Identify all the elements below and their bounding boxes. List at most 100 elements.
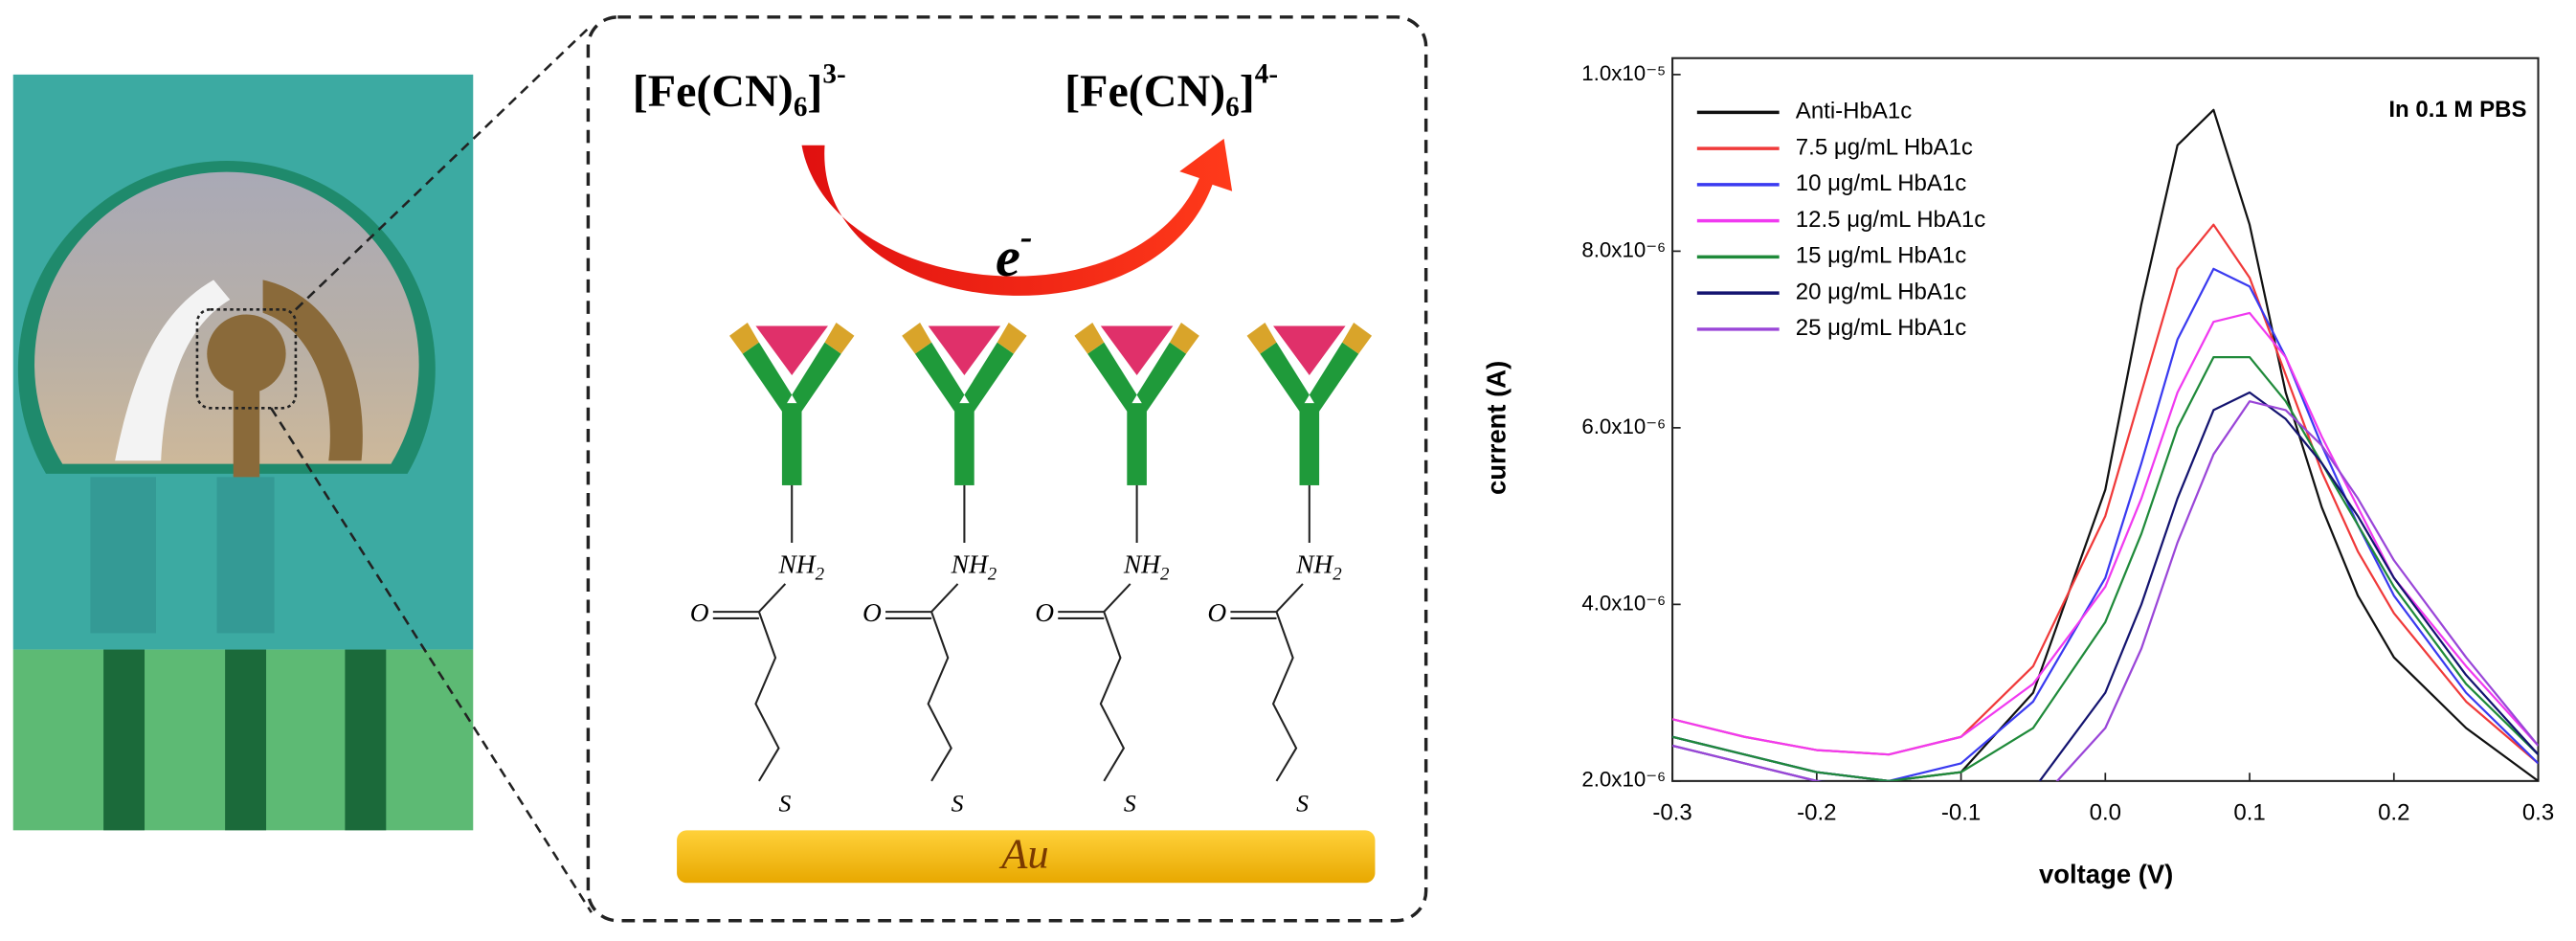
amine-sub: 2 [1160, 565, 1170, 585]
reference-electrode [115, 280, 231, 461]
schematic: [Fe(CN)6]3- [Fe(CN)6]4- e- Au NH2OSNH2OS… [586, 15, 1428, 923]
alkyl-chain [927, 611, 952, 782]
legend-label: 10 μg/mL HbA1c [1796, 170, 1966, 196]
y-tick-label: 1.0x10⁻⁵ [1581, 61, 1666, 85]
bond [758, 583, 787, 613]
amine-symbol: NH [1295, 550, 1334, 579]
antibody-arm [1136, 342, 1187, 412]
product-sub: 6 [1225, 92, 1240, 123]
antigen [1100, 325, 1174, 375]
antibody-arm [964, 342, 1014, 412]
alkyl-chain [754, 611, 780, 782]
series-line [1672, 355, 2539, 781]
x-tick-label: 0.3 [2522, 800, 2554, 826]
oxygen: O [1035, 598, 1054, 627]
sulfur: S [952, 790, 964, 818]
counter-electrode [262, 280, 363, 461]
antibody-stem [781, 403, 802, 485]
antibody-arm [1309, 342, 1359, 412]
legend-label: 20 μg/mL HbA1c [1796, 279, 1966, 304]
y-tick-label: 6.0x10⁻⁶ [1581, 414, 1666, 438]
antibody-tip [997, 323, 1027, 354]
x-tick-label: 0.1 [2233, 800, 2265, 826]
product-sup: 4- [1255, 58, 1278, 89]
contact-pad [345, 649, 387, 831]
chamber [34, 171, 419, 464]
antibody-stem [954, 403, 974, 485]
reactant: [Fe(CN)6]3- [633, 58, 846, 122]
zoom-box [195, 308, 298, 410]
electron-sup: - [1020, 217, 1033, 258]
antibody-stem [1127, 403, 1147, 485]
x-axis-title: voltage (V) [2039, 860, 2173, 889]
antibody-arm [792, 342, 841, 412]
amine-symbol: NH [1123, 550, 1162, 579]
working-electrode [207, 314, 286, 393]
y-tick-label: 8.0x10⁻⁶ [1581, 237, 1666, 261]
antibody-tip [1169, 323, 1199, 354]
antibody-tip [902, 323, 932, 354]
bond [930, 583, 959, 613]
antibody-tip [1246, 323, 1277, 354]
contact-pad [225, 649, 267, 831]
y-tick-label: 4.0x10⁻⁶ [1581, 591, 1666, 615]
x-tick-label: 0.2 [2378, 800, 2409, 826]
antibody-linker: NH2 O S [862, 323, 1027, 818]
antibody-tip [1074, 323, 1105, 354]
zoom-line [295, 24, 593, 311]
reactant-base: [Fe(CN) [633, 66, 794, 117]
antibody-tip [728, 323, 759, 354]
series-group [1672, 108, 2539, 781]
x-tick-label: -0.2 [1797, 800, 1836, 826]
legend-label: 7.5 μg/mL HbA1c [1796, 134, 1973, 160]
electrode-photo [12, 24, 593, 913]
annotation: In 0.1 M PBS [2388, 97, 2526, 123]
bond [1275, 583, 1304, 613]
amine: NH2 [1295, 550, 1342, 585]
amine-symbol: NH [777, 550, 817, 579]
antigen [928, 325, 1001, 375]
legend-label: 25 μg/mL HbA1c [1796, 315, 1966, 341]
amine-sub: 2 [816, 565, 825, 585]
alkyl-chain [1271, 611, 1298, 782]
substrate-label: Au [998, 830, 1049, 878]
oxygen: O [1207, 598, 1226, 627]
series-line [1672, 400, 2539, 781]
antibody-arm [914, 342, 965, 412]
amine-symbol: NH [951, 550, 990, 579]
electron: e- [996, 217, 1032, 289]
product: [Fe(CN)6]4- [1064, 58, 1278, 122]
x-tick-label: -0.3 [1652, 800, 1691, 826]
x-tick-label: -0.1 [1941, 800, 1981, 826]
amine-sub: 2 [1333, 565, 1342, 585]
x-tick-label: 0.0 [2090, 800, 2121, 826]
antibody-arm [1260, 342, 1310, 412]
alkyl-chain [1099, 611, 1126, 782]
y-tick-label: 2.0x10⁻⁶ [1581, 768, 1666, 792]
amine: NH2 [777, 550, 824, 585]
oxygen: O [862, 598, 882, 627]
trace [90, 477, 157, 634]
reactant-close: ] [807, 66, 822, 117]
antibody-stem [1299, 403, 1320, 485]
reactant-sup: 3- [822, 58, 845, 89]
schematic-frame [586, 15, 1428, 923]
amine: NH2 [951, 550, 997, 585]
series-line [1672, 223, 2539, 765]
reactant-sub: 6 [794, 92, 808, 123]
sulfur: S [1124, 790, 1136, 818]
electrode-lead [233, 378, 260, 478]
antibody-arm [742, 342, 793, 412]
antibody-linker: NH2 O S [1035, 323, 1199, 818]
antibody-tip [1342, 323, 1373, 354]
antigen [1273, 325, 1346, 375]
electron-symbol: e [996, 227, 1020, 289]
series-line [1672, 267, 2539, 781]
sulfur: S [1296, 790, 1309, 818]
oxygen: O [690, 598, 709, 627]
antibody-linker: NH2 O S [690, 323, 855, 818]
product-close: ] [1240, 66, 1255, 117]
legend-label: 12.5 μg/mL HbA1c [1796, 207, 1986, 233]
